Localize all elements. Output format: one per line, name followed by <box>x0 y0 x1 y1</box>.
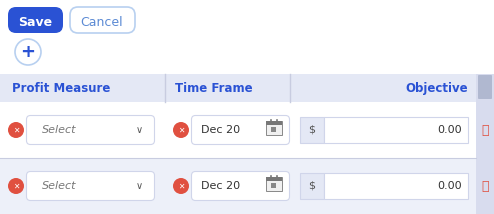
FancyBboxPatch shape <box>271 183 276 188</box>
FancyBboxPatch shape <box>324 173 468 199</box>
Circle shape <box>173 178 189 194</box>
FancyBboxPatch shape <box>266 177 282 181</box>
FancyBboxPatch shape <box>0 102 476 158</box>
FancyBboxPatch shape <box>0 74 476 102</box>
FancyBboxPatch shape <box>0 74 476 214</box>
Text: Save: Save <box>18 15 52 28</box>
Text: ✕: ✕ <box>13 181 19 190</box>
FancyBboxPatch shape <box>266 177 282 191</box>
FancyBboxPatch shape <box>324 117 468 143</box>
Text: 0.00: 0.00 <box>437 181 462 191</box>
Circle shape <box>15 39 41 65</box>
Text: +: + <box>20 43 36 61</box>
FancyBboxPatch shape <box>27 116 155 144</box>
Circle shape <box>8 122 24 138</box>
Text: $: $ <box>308 181 316 191</box>
Text: ∨: ∨ <box>135 181 143 191</box>
Circle shape <box>173 122 189 138</box>
FancyBboxPatch shape <box>27 171 155 201</box>
Text: Dec 20: Dec 20 <box>201 181 240 191</box>
Text: Profit Measure: Profit Measure <box>12 82 110 95</box>
FancyBboxPatch shape <box>300 117 324 143</box>
Text: ✕: ✕ <box>178 181 184 190</box>
Text: Dec 20: Dec 20 <box>201 125 240 135</box>
FancyBboxPatch shape <box>478 75 492 99</box>
Text: Select: Select <box>42 181 77 191</box>
FancyBboxPatch shape <box>192 171 289 201</box>
Text: $: $ <box>308 125 316 135</box>
Text: Time Frame: Time Frame <box>175 82 252 95</box>
FancyBboxPatch shape <box>271 127 276 132</box>
Text: 🗑: 🗑 <box>481 180 489 193</box>
FancyBboxPatch shape <box>266 121 282 135</box>
FancyBboxPatch shape <box>192 116 289 144</box>
Text: ✕: ✕ <box>13 125 19 135</box>
Text: 0.00: 0.00 <box>437 125 462 135</box>
FancyBboxPatch shape <box>476 74 494 214</box>
FancyBboxPatch shape <box>8 7 63 33</box>
Text: Cancel: Cancel <box>81 15 124 28</box>
Text: Objective: Objective <box>406 82 468 95</box>
Text: ✕: ✕ <box>178 125 184 135</box>
FancyBboxPatch shape <box>266 121 282 125</box>
Circle shape <box>8 178 24 194</box>
Text: Select: Select <box>42 125 77 135</box>
FancyBboxPatch shape <box>0 158 476 214</box>
Text: ∨: ∨ <box>135 125 143 135</box>
FancyBboxPatch shape <box>70 7 135 33</box>
FancyBboxPatch shape <box>300 173 324 199</box>
Text: 🗑: 🗑 <box>481 123 489 137</box>
